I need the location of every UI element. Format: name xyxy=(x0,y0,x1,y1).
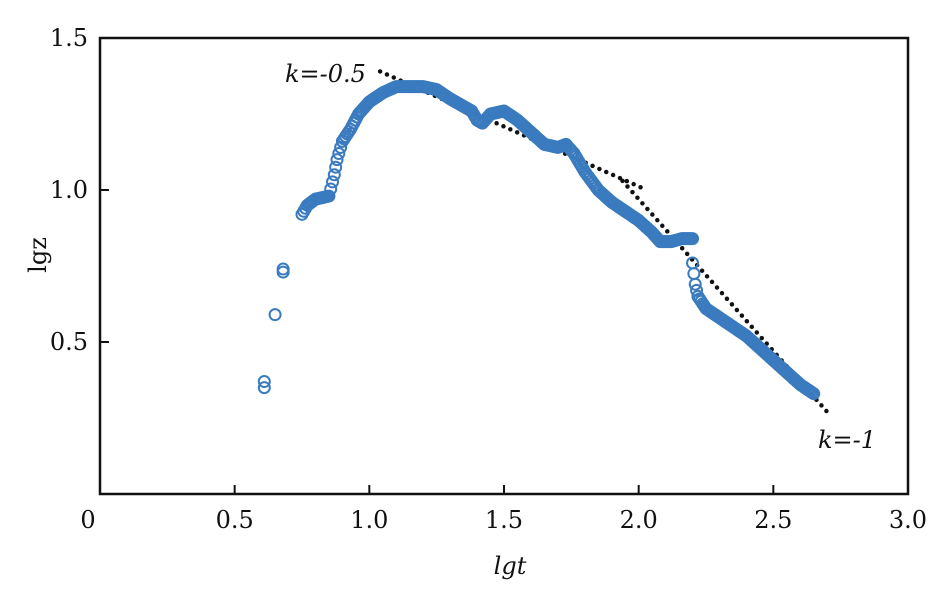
data-point xyxy=(327,168,341,182)
x-tick-label: 0.5 xyxy=(216,506,254,534)
data-point xyxy=(268,308,282,322)
tick-marks xyxy=(100,189,775,494)
x-tick-label: 2.5 xyxy=(754,506,792,534)
data-point xyxy=(257,381,271,395)
plot-frame xyxy=(98,36,910,496)
origin-label: 0 xyxy=(80,506,95,534)
data-point xyxy=(687,267,701,281)
fit-label-k-0.5: k=-0.5 xyxy=(285,60,366,88)
data-point xyxy=(330,153,344,167)
y-tick-label: 1.0 xyxy=(50,176,88,204)
y-tick-label: 1.5 xyxy=(50,24,88,52)
x-axis-label: lgt xyxy=(494,552,527,580)
data-point xyxy=(276,262,290,276)
data-points xyxy=(257,80,821,401)
y-axis-label: lgz xyxy=(24,237,52,273)
tick-labels: 0.5 1.0 1.5 2.0 2.5 3.0 0.5 1.0 1.5 xyxy=(50,24,927,534)
data-point xyxy=(326,175,340,189)
data-point xyxy=(329,160,343,174)
x-tick-label: 1.0 xyxy=(350,506,388,534)
y-tick-label: 0.5 xyxy=(50,328,88,356)
data-point xyxy=(324,182,338,196)
data-point xyxy=(690,283,704,297)
data-point xyxy=(807,387,821,401)
x-tick-label: 2.0 xyxy=(620,506,658,534)
fit-lines xyxy=(377,69,830,415)
data-point xyxy=(688,277,702,291)
x-tick-label: 3.0 xyxy=(889,506,927,534)
data-point xyxy=(322,189,336,203)
data-point xyxy=(686,232,700,246)
fit-label-k-1: k=-1 xyxy=(818,426,876,454)
x-tick-label: 1.5 xyxy=(485,506,523,534)
data-point xyxy=(332,147,346,161)
data-point xyxy=(257,375,271,389)
